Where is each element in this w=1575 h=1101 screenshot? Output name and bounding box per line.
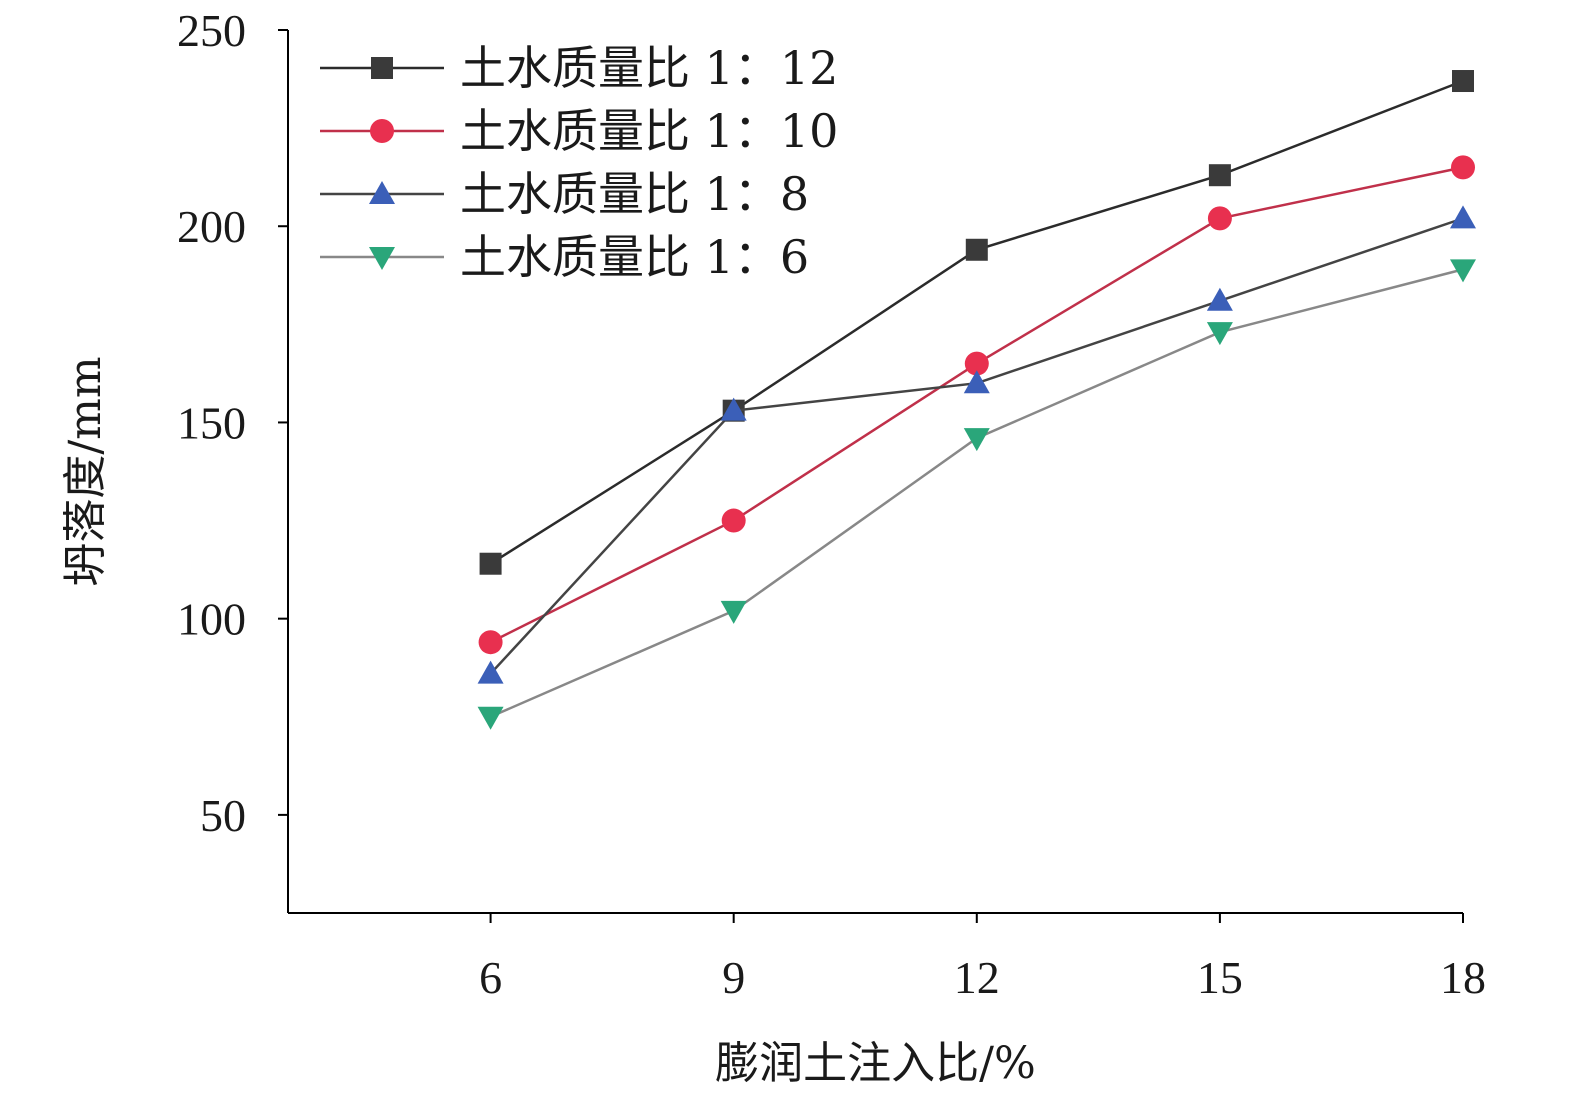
data-point <box>1207 206 1232 231</box>
x-tick-label: 6 <box>479 952 502 1003</box>
x-tick-label: 9 <box>722 952 745 1003</box>
legend-item: 土水质量比 1：8 <box>320 167 809 221</box>
series-3 <box>477 205 1476 684</box>
legend-label: 土水质量比 1：10 <box>460 104 838 158</box>
legend-marker <box>370 119 394 143</box>
data-point <box>1452 70 1474 93</box>
series-4 <box>477 259 1476 730</box>
data-point <box>1206 287 1233 311</box>
data-point <box>965 238 988 261</box>
x-axis-title: 膨润土注入比/% <box>715 1038 1036 1089</box>
y-tick-label: 200 <box>177 201 246 252</box>
data-point <box>477 706 504 730</box>
data-point <box>1450 205 1476 229</box>
y-axis-title: 坍落度/mm <box>60 356 111 586</box>
data-point <box>1208 164 1231 187</box>
y-tick-label: 100 <box>177 594 246 645</box>
data-point <box>477 660 504 684</box>
data-point <box>478 630 503 655</box>
legend-label: 土水质量比 1：8 <box>460 167 809 221</box>
series-group <box>477 70 1476 730</box>
data-point <box>1451 155 1475 180</box>
data-point <box>963 428 990 452</box>
x-tick-label: 12 <box>954 952 1000 1003</box>
data-point <box>720 600 747 624</box>
data-point <box>963 370 990 394</box>
data-point <box>964 351 989 376</box>
series-2 <box>478 155 1475 655</box>
y-tick-label: 150 <box>177 397 246 448</box>
legend-marker <box>369 247 395 270</box>
legend-item: 土水质量比 1：10 <box>320 104 838 158</box>
data-point <box>479 552 502 575</box>
legend-marker <box>369 181 395 204</box>
legend-marker <box>371 57 393 79</box>
series-1 <box>479 70 1474 575</box>
y-tick-label: 250 <box>177 5 246 56</box>
series-line <box>490 268 1464 718</box>
data-point <box>1450 259 1476 283</box>
x-tick-label: 15 <box>1197 952 1243 1003</box>
legend-label: 土水质量比 1：6 <box>460 230 809 284</box>
x-tick-label: 18 <box>1440 952 1486 1003</box>
legend-item: 土水质量比 1：12 <box>320 41 838 95</box>
legend: 土水质量比 1：12 土水质量比 1：10 土水质量比 1：8 土水质量比 1：6 <box>320 41 838 284</box>
data-point <box>720 397 747 421</box>
legend-item: 土水质量比 1：6 <box>320 230 809 284</box>
data-point <box>1206 322 1233 346</box>
legend-label: 土水质量比 1：12 <box>460 41 838 95</box>
data-point <box>721 508 746 533</box>
axes: 50 100 150 200 250 6 9 12 15 18 <box>177 5 1486 1003</box>
y-tick-label: 50 <box>200 790 246 841</box>
